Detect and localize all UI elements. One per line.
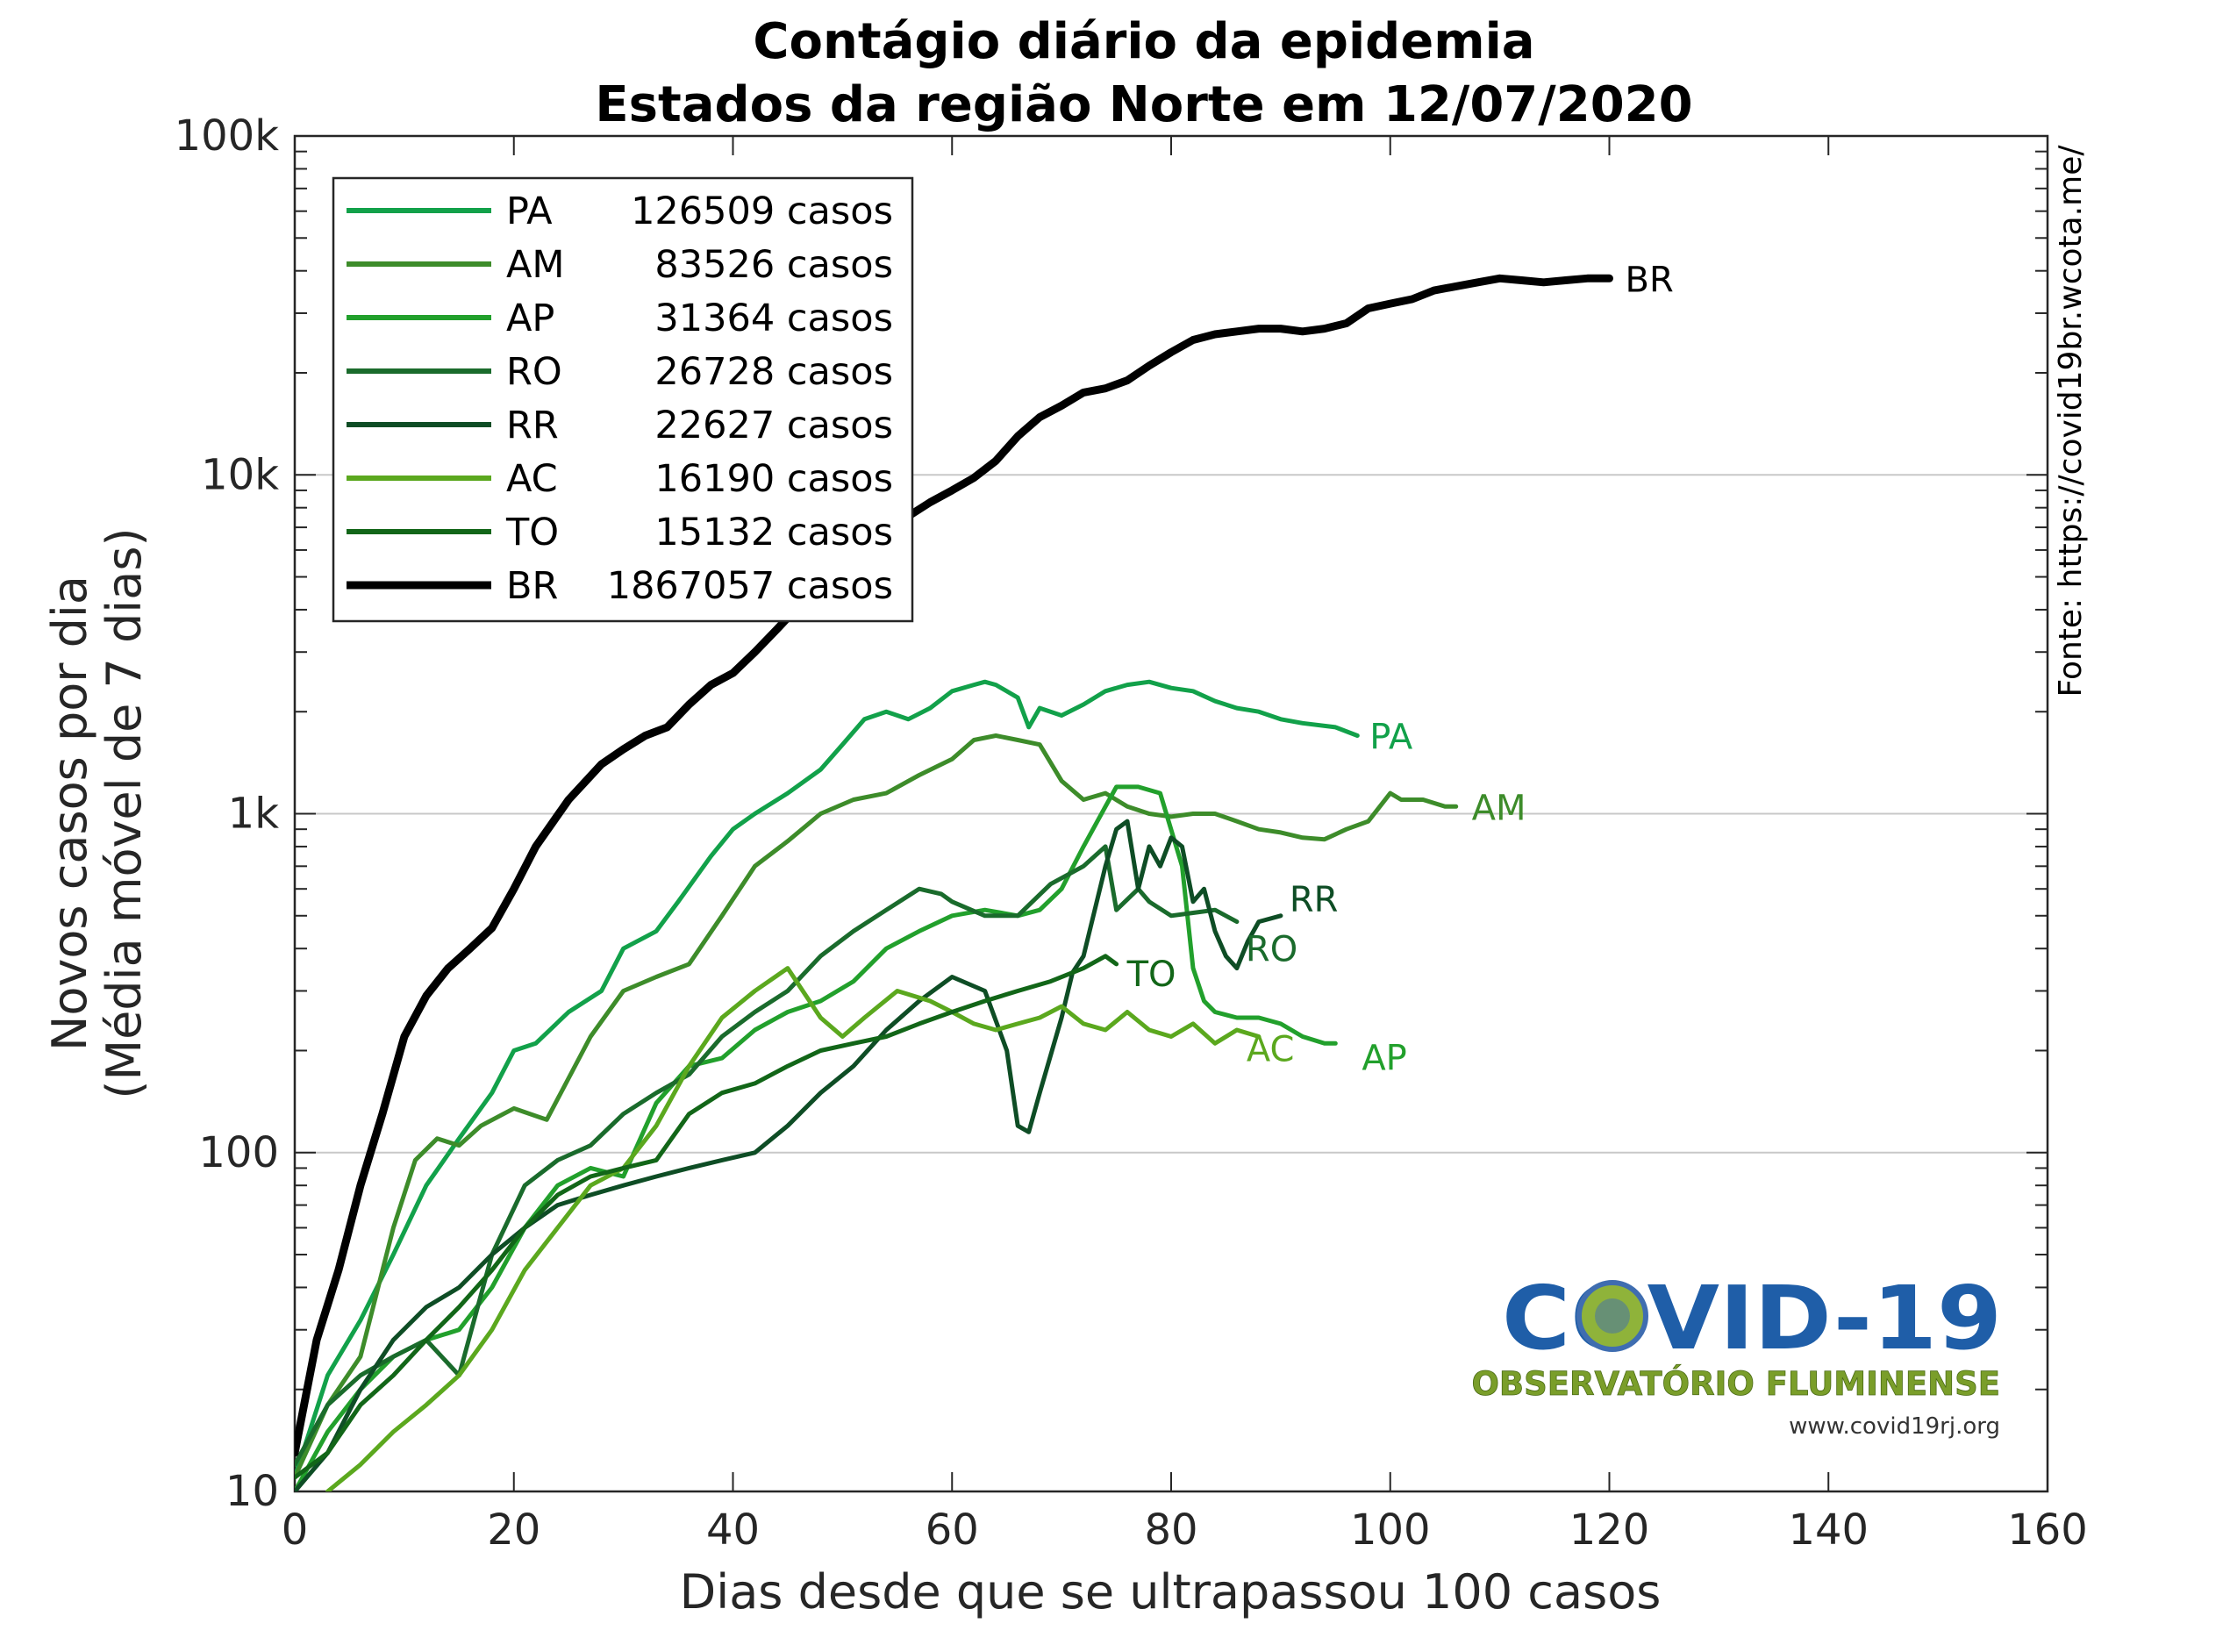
legend-box <box>332 176 914 623</box>
logo-subtitle: OBSERVATÓRIO FLUMINENSE <box>1471 1364 2000 1403</box>
x-tick-label: 40 <box>706 1505 760 1555</box>
legend-name-ac: AC <box>506 457 558 501</box>
series-end-label-ac: AC <box>1247 1029 1295 1069</box>
axis-ticks: 10 100 1k 10k 100k 0 20 40 60 80 100 120 140 160 <box>175 111 2088 1555</box>
x-tick-label: 60 <box>926 1505 979 1555</box>
series-end-label-ro: RO <box>1246 930 1297 970</box>
y-tick-label: 100k <box>175 111 280 161</box>
legend-total-am: 83526 casos <box>654 243 893 287</box>
series-lines <box>295 274 1613 1491</box>
series-line-am <box>295 733 1459 1480</box>
legend-total-ap: 31364 casos <box>654 297 893 340</box>
legend-name-ap: AP <box>506 297 554 340</box>
legend: PA 126509 casos AM 83526 casos AP 31364 casos… <box>332 176 914 623</box>
legend-name-br: BR <box>506 564 558 608</box>
series-line-ro <box>295 844 1240 1467</box>
series-end-label-br: BR <box>1626 260 1674 300</box>
x-tick-label: 120 <box>1569 1505 1650 1555</box>
series-line-ap <box>295 784 1338 1491</box>
legend-total-pa: 126509 casos <box>631 190 893 233</box>
y-axis-label: Novos casos por dia <box>42 576 97 1051</box>
series-end-label-rr: RR <box>1290 880 1339 920</box>
x-tick-label: 140 <box>1788 1505 1869 1555</box>
y-tick-label: 10 <box>225 1467 279 1516</box>
y-tick-label: 1k <box>228 790 280 839</box>
legend-name-rr: RR <box>506 404 559 447</box>
x-tick-label: 0 <box>282 1505 309 1555</box>
x-tick-label: 80 <box>1144 1505 1197 1555</box>
legend-name-ro: RO <box>506 350 562 394</box>
legend-total-br: 1867057 casos <box>607 564 893 608</box>
legend-name-am: AM <box>506 243 565 287</box>
source-label: Fonte: https://covid19br.wcota.me/ <box>2053 145 2089 697</box>
x-tick-label: 160 <box>2007 1505 2088 1555</box>
series-end-label-am: AM <box>1472 788 1526 828</box>
legend-total-ro: 26728 casos <box>654 350 893 394</box>
legend-name-pa: PA <box>506 190 553 233</box>
chart-subtitle: Estados da região Norte em 12/07/2020 <box>595 76 1692 133</box>
y-tick-label: 100 <box>198 1128 279 1177</box>
covid-logo: COVID-19 OBSERVATÓRIO FLUMINENSE www.cov… <box>1471 1267 2002 1440</box>
series-line-br <box>295 274 1613 1457</box>
y-axis-label-2: (Média móvel de 7 dias) <box>96 527 152 1098</box>
series-line-rr <box>295 819 1283 1491</box>
legend-total-rr: 22627 casos <box>654 404 893 447</box>
series-line-to <box>295 954 1119 1480</box>
logo-url: www.covid19rj.org <box>1789 1413 2000 1440</box>
series-line-pa <box>295 679 1360 1480</box>
legend-total-ac: 16190 casos <box>654 457 893 501</box>
x-tick-label: 100 <box>1350 1505 1431 1555</box>
series-end-label-to: TO <box>1126 955 1176 995</box>
legend-name-to: TO <box>505 511 559 554</box>
legend-total-to: 15132 casos <box>654 511 893 554</box>
y-tick-label: 10k <box>201 450 279 499</box>
x-axis-label: Dias desde que se ultrapassou 100 casos <box>680 1564 1662 1620</box>
series-end-label-ap: AP <box>1362 1038 1406 1078</box>
series-line-ac <box>325 966 1262 1491</box>
series-end-labels: PA AM AP RO RR AC TO BR <box>1126 260 1674 1078</box>
x-tick-label: 20 <box>487 1505 540 1555</box>
virus-icon <box>1576 1280 1648 1352</box>
chart-title: Contágio diário da epidemia <box>753 13 1534 70</box>
series-end-label-pa: PA <box>1369 717 1413 757</box>
